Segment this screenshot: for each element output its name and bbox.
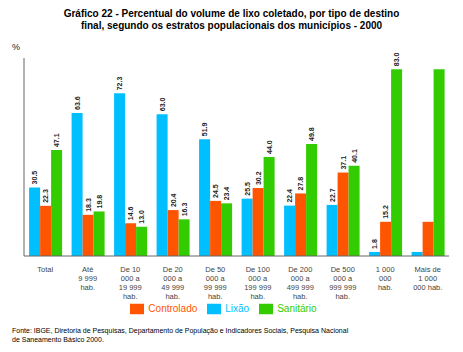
- svg-text:83.0: 83.0: [393, 53, 400, 67]
- svg-text:De 20000 a49 999hab.: De 20000 a49 999hab.: [161, 265, 184, 301]
- svg-text:63.0: 63.0: [159, 98, 166, 112]
- svg-text:%: %: [12, 42, 20, 52]
- svg-text:72.3: 72.3: [116, 77, 123, 91]
- html-text:Fonte: IBGE, Diretoria de Pesq: Fonte: IBGE, Diretoria de Pesquisas, Dep…: [12, 327, 349, 343]
- svg-text:25.5: 25.5: [244, 182, 251, 196]
- svg-text:40.1: 40.1: [351, 149, 358, 163]
- svg-text:Total: Total: [37, 265, 53, 274]
- svg-text:15.2: 15.2: [382, 205, 389, 219]
- svg-text:20.4: 20.4: [170, 193, 177, 207]
- svg-text:44.0: 44.0: [266, 140, 273, 154]
- svg-text:30.2: 30.2: [255, 171, 262, 185]
- svg-text:23.4: 23.4: [223, 187, 230, 201]
- svg-text:24.5: 24.5: [212, 184, 219, 198]
- svg-text:13.0: 13.0: [138, 210, 145, 224]
- svg-text:De 100000 a199 999hab.: De 100000 a199 999hab.: [244, 265, 271, 301]
- svg-text:18.3: 18.3: [85, 198, 92, 212]
- html-text:Gráfico 22 - Percentual do vol: Gráfico 22 - Percentual do volume de lix…: [63, 8, 400, 31]
- svg-text:30.5: 30.5: [31, 171, 38, 185]
- svg-text:De 50000 a99 999hab.: De 50000 a99 999hab.: [204, 265, 227, 301]
- svg-text:22.7: 22.7: [329, 188, 336, 202]
- svg-text:De 500000 a999 999hab.: De 500000 a999 999hab.: [329, 265, 356, 301]
- svg-text:49.8: 49.8: [308, 127, 315, 141]
- svg-text:Até9 999hab.: Até9 999hab.: [78, 265, 97, 292]
- svg-text:27.8: 27.8: [297, 177, 304, 191]
- svg-text:51.9: 51.9: [201, 122, 208, 136]
- svg-text:De 10000 a19 999hab.: De 10000 a19 999hab.: [119, 265, 142, 301]
- svg-text:De 200000 a499 999hab.: De 200000 a499 999hab.: [287, 265, 314, 301]
- svg-text:1.8: 1.8: [371, 239, 378, 249]
- svg-text:22.4: 22.4: [286, 189, 293, 203]
- svg-text:1 000000hab.: 1 000000hab.: [376, 265, 395, 292]
- html-text:Controlado: Controlado: [148, 302, 198, 314]
- svg-text:14.6: 14.6: [127, 206, 134, 220]
- svg-text:47.1: 47.1: [53, 133, 60, 147]
- svg-text:37.1: 37.1: [340, 156, 347, 170]
- html-text:Sanitário: Sanitário: [277, 302, 317, 314]
- svg-text:63.6: 63.6: [74, 96, 81, 110]
- svg-text:22.3: 22.3: [42, 189, 49, 203]
- svg-text:19.8: 19.8: [96, 195, 103, 209]
- html-text:Lixão: Lixão: [225, 302, 250, 314]
- svg-text:Mais de1 000000 hab.: Mais de1 000000 hab.: [413, 265, 442, 292]
- svg-text:16.3: 16.3: [181, 203, 188, 217]
